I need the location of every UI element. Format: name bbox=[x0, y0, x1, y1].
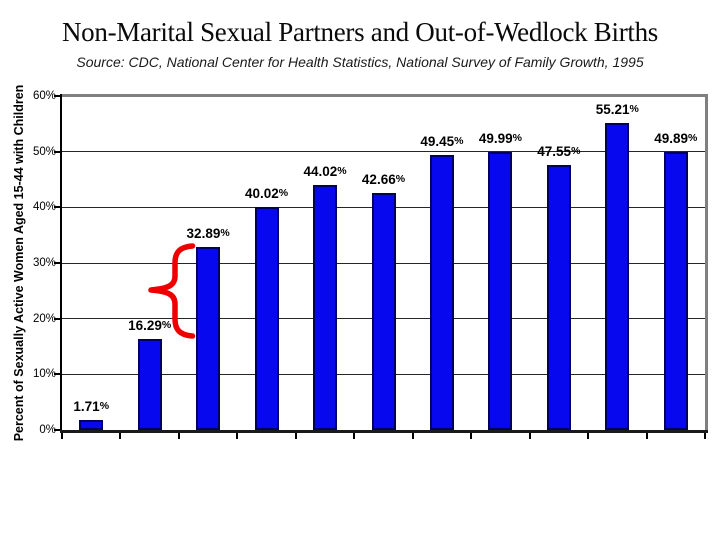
y-tick-mark bbox=[54, 429, 60, 431]
bar-value-label: 49.45% bbox=[420, 133, 464, 149]
y-tick-label: 60% bbox=[32, 90, 56, 102]
x-tick-mark bbox=[528, 433, 531, 439]
bar bbox=[313, 184, 338, 430]
y-tick-label: 40% bbox=[32, 201, 56, 214]
y-tick-mark bbox=[54, 262, 60, 264]
y-tick-label: 30% bbox=[32, 257, 56, 269]
bar-value-label: 16.29% bbox=[128, 318, 172, 334]
x-tick-mark bbox=[411, 433, 414, 439]
x-tick-mark bbox=[704, 433, 706, 439]
bar-value-label: 49.99% bbox=[478, 130, 522, 146]
y-axis-line bbox=[60, 94, 62, 433]
bar bbox=[196, 246, 221, 430]
plot-border-right bbox=[705, 94, 708, 432]
chart-subtitle: Source: CDC, National Center for Health … bbox=[76, 54, 644, 70]
x-axis-line bbox=[60, 430, 708, 433]
x-tick-mark bbox=[61, 433, 63, 439]
y-tick-mark bbox=[54, 373, 60, 376]
bar bbox=[137, 339, 162, 430]
bar bbox=[663, 152, 688, 430]
chart-title: Non-Marital Sexual Partners and Out-of-W… bbox=[61, 17, 659, 47]
x-tick-mark bbox=[177, 433, 180, 439]
x-tick-mark bbox=[236, 433, 239, 439]
plot-border-top bbox=[62, 94, 708, 97]
bar-value-label: 42.66% bbox=[361, 171, 406, 187]
bar bbox=[429, 154, 454, 430]
bar-value-label: 1.71% bbox=[73, 399, 110, 415]
x-tick-mark bbox=[119, 433, 122, 439]
bar bbox=[488, 151, 513, 430]
bar bbox=[371, 192, 396, 430]
bar bbox=[546, 165, 571, 430]
bar-value-label: 44.02% bbox=[303, 163, 347, 179]
bar-value-label: 40.02% bbox=[245, 186, 289, 202]
bar bbox=[605, 122, 630, 430]
bar-value-label: 47.55% bbox=[537, 144, 581, 160]
gridline bbox=[62, 151, 705, 153]
y-tick-label: 0% bbox=[39, 424, 56, 436]
y-tick-label: 20% bbox=[32, 312, 56, 325]
y-tick-mark bbox=[54, 95, 60, 97]
y-tick-label: 50% bbox=[32, 145, 56, 158]
bar-value-label: 49.89% bbox=[654, 131, 698, 147]
y-tick-mark bbox=[54, 317, 60, 320]
x-tick-mark bbox=[470, 433, 473, 439]
bar-value-label: 55.21% bbox=[595, 101, 639, 117]
bar bbox=[254, 207, 279, 430]
x-tick-mark bbox=[645, 433, 648, 439]
bar bbox=[79, 420, 104, 430]
y-tick-label: 10% bbox=[32, 368, 56, 381]
x-tick-mark bbox=[294, 433, 297, 439]
x-tick-mark bbox=[353, 433, 356, 439]
x-tick-mark bbox=[587, 433, 590, 439]
y-tick-mark bbox=[54, 206, 60, 209]
bar-value-label: 32.89% bbox=[186, 225, 230, 241]
y-tick-mark bbox=[54, 150, 60, 153]
